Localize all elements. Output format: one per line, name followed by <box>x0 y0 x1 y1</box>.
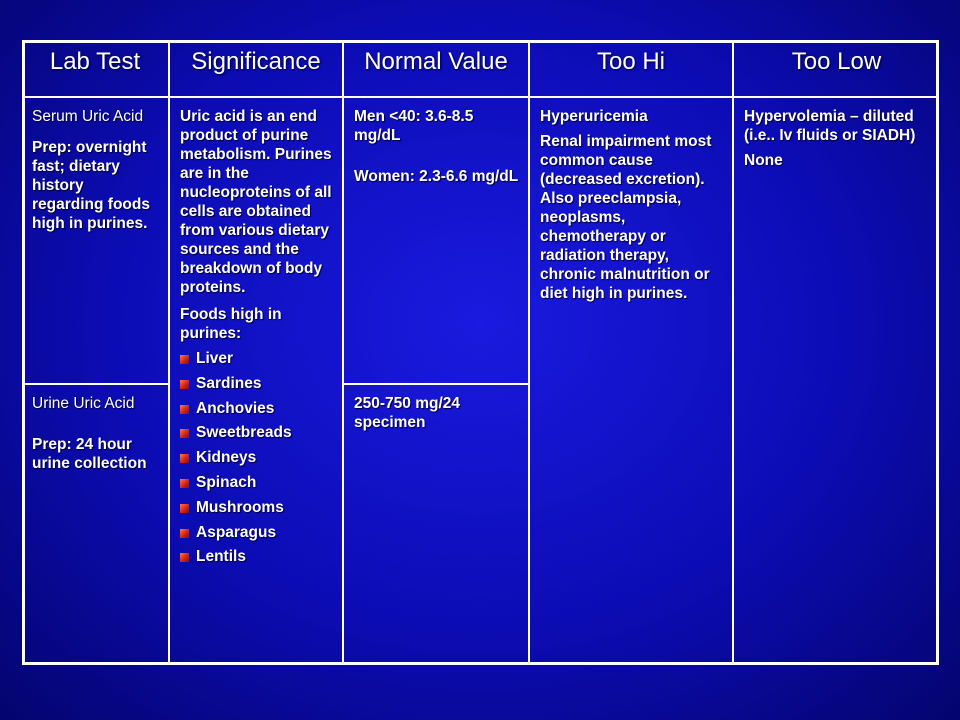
food-label: Mushrooms <box>196 498 284 516</box>
header-too-low: Too Low <box>732 40 939 96</box>
urine-normal-value: 250-750 mg/24 specimen <box>354 395 460 431</box>
significance-text: Uric acid is an end product of purine me… <box>180 108 332 296</box>
header-normal-value: Normal Value <box>342 40 528 96</box>
too-low-none: None <box>744 152 783 169</box>
too-hi-title: Hyperuricemia <box>540 108 648 125</box>
too-hi-text: Renal impairment most common cause (decr… <box>540 133 712 302</box>
serum-normal-women: Women: 2.3-6.6 mg/dL <box>354 168 519 185</box>
foods-heading: Foods high in purines: <box>180 306 282 342</box>
too-low-text: Hypervolemia – diluted (i.e.. Iv fluids … <box>744 108 916 144</box>
header-too-hi: Too Hi <box>528 40 732 96</box>
food-label: Asparagus <box>196 523 277 541</box>
bullet-icon <box>180 503 189 513</box>
bullet-icon <box>180 429 189 439</box>
serum-normal-value-cell: Men <40: 3.6-8.5 mg/dL Women: 2.3-6.6 mg… <box>342 96 528 383</box>
bullet-icon <box>180 553 189 563</box>
header-lab-test: Lab Test <box>49 48 141 75</box>
serum-lab-test-cell: Serum Uric Acid Prep: overnight fast; di… <box>22 96 168 383</box>
bullet-icon <box>180 379 189 389</box>
lab-table: Lab Test Significance Normal Value Too H… <box>22 40 939 665</box>
too-hi-cell: Hyperuricemia Renal impairment most comm… <box>528 96 732 665</box>
list-item: Sardines <box>180 372 333 397</box>
food-label: Sardines <box>196 374 262 392</box>
food-label: Spinach <box>196 473 257 491</box>
list-item: Mushrooms <box>180 496 333 521</box>
bullet-icon <box>180 528 189 538</box>
serum-normal-men: Men <40: 3.6-8.5 mg/dL <box>354 108 474 144</box>
foods-list: Liver Sardines Anchovies Sweetbreads Kid… <box>180 347 333 570</box>
list-item: Kidneys <box>180 446 333 471</box>
urine-test-name: Urine Uric Acid <box>32 395 135 412</box>
too-low-cell: Hypervolemia – diluted (i.e.. Iv fluids … <box>732 96 939 665</box>
list-item: Spinach <box>180 471 333 496</box>
serum-prep: Prep: overnight fast; dietary history re… <box>32 139 150 232</box>
urine-lab-test-cell: Urine Uric Acid Prep: 24 hour urine coll… <box>22 383 168 665</box>
header-significance: Significance <box>168 40 342 96</box>
list-item: Liver <box>180 347 333 372</box>
bullet-icon <box>180 404 189 414</box>
list-item: Asparagus <box>180 521 333 546</box>
urine-prep: Prep: 24 hour urine collection <box>32 436 147 472</box>
list-item: Anchovies <box>180 397 333 422</box>
list-item: Lentils <box>180 545 333 570</box>
significance-cell: Uric acid is an end product of purine me… <box>168 96 342 665</box>
food-label: Anchovies <box>196 399 275 417</box>
food-label: Lentils <box>196 548 246 566</box>
food-label: Sweetbreads <box>196 424 292 442</box>
food-label: Kidneys <box>196 449 257 467</box>
bullet-icon <box>180 478 189 488</box>
list-item: Sweetbreads <box>180 421 333 446</box>
bullet-icon <box>180 355 189 364</box>
serum-test-name: Serum Uric Acid <box>32 108 144 125</box>
bullet-icon <box>180 454 189 464</box>
urine-normal-value-cell: 250-750 mg/24 specimen <box>342 383 528 665</box>
food-label: Liver <box>196 350 234 367</box>
